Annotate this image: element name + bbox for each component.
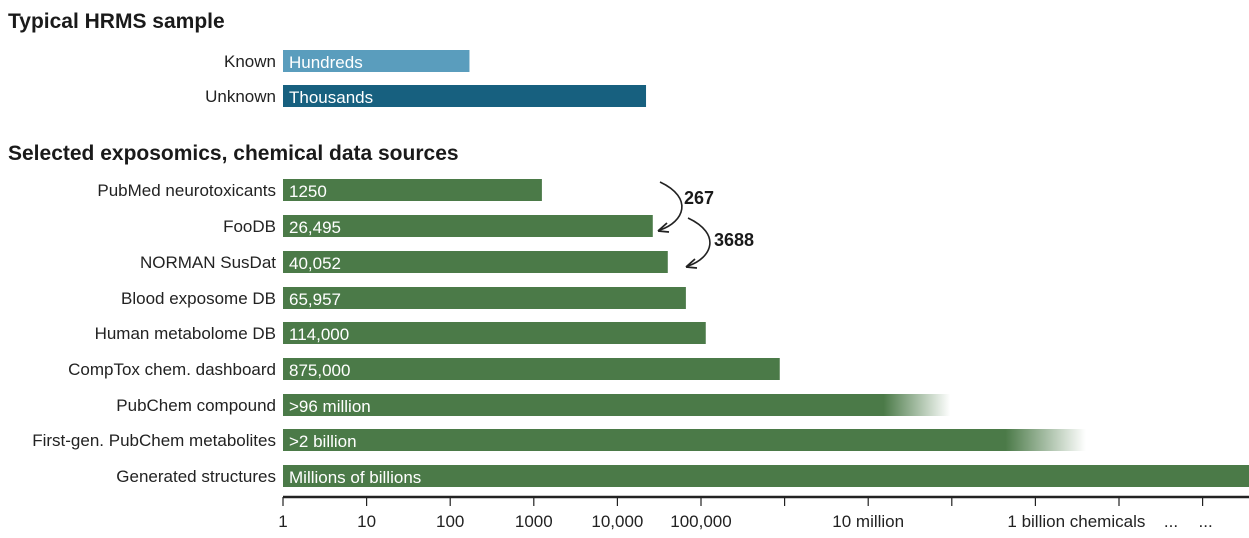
arrowhead-icon bbox=[685, 258, 698, 269]
x-tick-label: 100 bbox=[436, 512, 464, 531]
bar bbox=[283, 322, 706, 344]
category-label: Unknown bbox=[205, 87, 276, 106]
x-tick-label: 1000 bbox=[515, 512, 553, 531]
bar bbox=[283, 85, 647, 107]
category-label: Blood exposome DB bbox=[121, 289, 276, 308]
bar-value-label: 65,957 bbox=[289, 290, 341, 309]
bar bbox=[283, 358, 780, 380]
bar bbox=[283, 429, 1086, 451]
x-tick-label: ... bbox=[1164, 512, 1178, 531]
bar bbox=[283, 287, 686, 309]
category-label: Generated structures bbox=[116, 467, 276, 486]
category-label: NORMAN SusDat bbox=[140, 253, 276, 272]
category-label: Human metabolome DB bbox=[95, 324, 276, 343]
panel-title: Typical HRMS sample bbox=[8, 10, 225, 33]
bar-value-label: 1250 bbox=[289, 182, 327, 201]
category-label: First-gen. PubChem metabolites bbox=[32, 431, 276, 450]
x-tick-label: 10 million bbox=[832, 512, 904, 531]
bar-value-label: Thousands bbox=[289, 88, 373, 107]
annotation-label: 3688 bbox=[714, 230, 754, 250]
bar-value-label: Millions of billions bbox=[289, 468, 421, 487]
annotation-arrow bbox=[659, 181, 683, 231]
bar-value-label: >96 million bbox=[289, 397, 371, 416]
category-label: Known bbox=[224, 52, 276, 71]
category-label: FooDB bbox=[223, 217, 276, 236]
x-tick-label: 1 bbox=[278, 512, 287, 531]
bar-value-label: 26,495 bbox=[289, 218, 341, 237]
panel-title: Selected exposomics, chemical data sourc… bbox=[8, 142, 459, 165]
arrowhead-icon bbox=[657, 222, 670, 233]
category-label: CompTox chem. dashboard bbox=[68, 360, 276, 379]
bar bbox=[283, 50, 470, 72]
x-tick-label: 1 billion chemicals bbox=[1007, 512, 1145, 531]
bar-value-label: 114,000 bbox=[289, 325, 349, 344]
bar-value-label: 875,000 bbox=[289, 361, 350, 380]
bar bbox=[283, 251, 668, 273]
category-label: PubChem compound bbox=[116, 396, 276, 415]
x-tick-label: ... bbox=[1199, 512, 1213, 531]
bar-value-label: 40,052 bbox=[289, 254, 341, 273]
x-tick-label: 100,000 bbox=[670, 512, 731, 531]
category-label: PubMed neurotoxicants bbox=[97, 181, 276, 200]
x-tick-label: 10,000 bbox=[591, 512, 643, 531]
bar bbox=[283, 179, 542, 201]
annotation-label: 267 bbox=[684, 188, 714, 208]
bar-value-label: >2 billion bbox=[289, 432, 357, 451]
bar bbox=[283, 465, 1249, 487]
bar-value-label: Hundreds bbox=[289, 53, 363, 72]
annotation-arrow bbox=[687, 217, 711, 267]
x-tick-label: 10 bbox=[357, 512, 376, 531]
bar bbox=[283, 215, 653, 237]
bar bbox=[283, 394, 951, 416]
